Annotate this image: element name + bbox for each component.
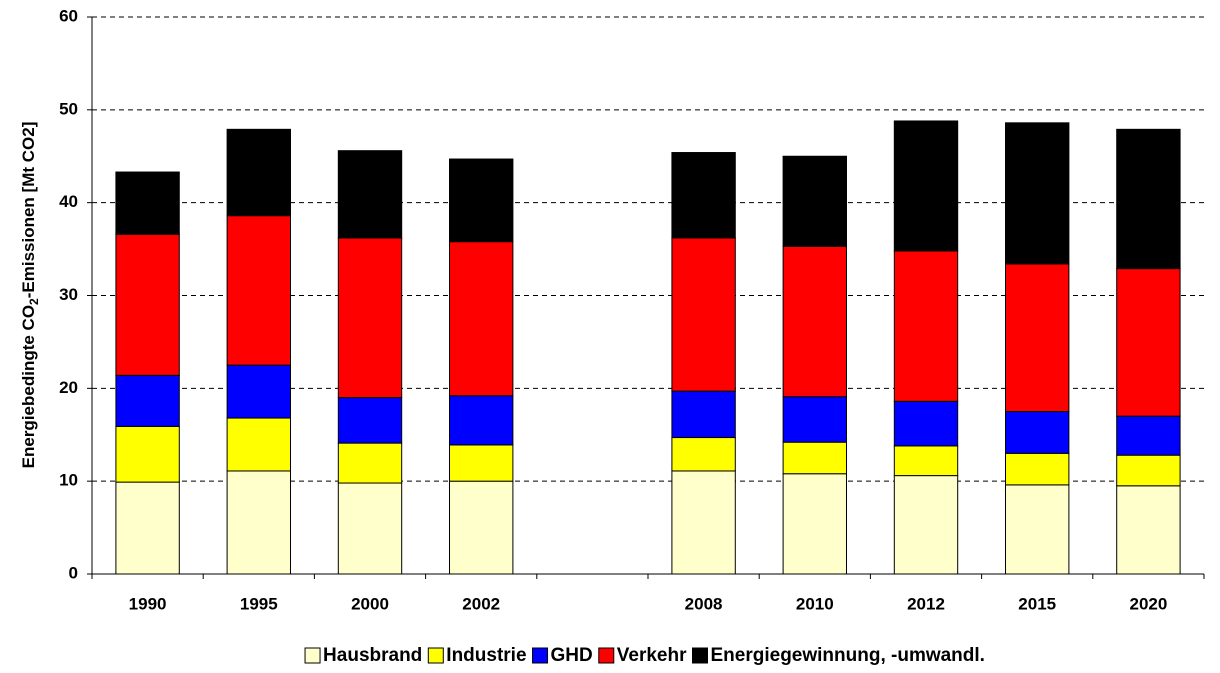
- bar-segment: [337, 150, 403, 239]
- bar-segment: [1116, 485, 1181, 575]
- bar-segment: [1116, 128, 1181, 270]
- bar-segment: [1005, 452, 1070, 486]
- bar-segment: [115, 481, 180, 575]
- bar-segment: [782, 473, 847, 575]
- legend-swatch: [692, 647, 708, 664]
- y-axis-label-part: Energiebedingte CO: [19, 305, 38, 468]
- bar-segment: [782, 396, 847, 443]
- bar-segment: [893, 120, 959, 252]
- x-tick-label: 2000: [351, 594, 389, 613]
- x-tick-label: 2020: [1129, 594, 1167, 613]
- legend: Hausbrand Industrie GHD Verkehr Energiegewin…: [304, 645, 985, 666]
- bar-segment: [337, 237, 403, 399]
- y-tick-label: 40: [59, 192, 78, 211]
- legend-swatch: [304, 647, 321, 664]
- bar-segment: [1005, 411, 1070, 454]
- bar-segment: [893, 445, 959, 477]
- bar-segment: [782, 245, 847, 398]
- y-axis-label-subscript: 2: [27, 298, 41, 305]
- bar-segment: [115, 425, 180, 483]
- legend-label: Industrie: [446, 645, 526, 666]
- bar-segment: [671, 470, 736, 575]
- bar-segment: [115, 374, 180, 427]
- y-tick-label: 60: [59, 6, 78, 25]
- bar-segment: [1005, 122, 1070, 265]
- bar-segment: [337, 397, 403, 444]
- legend-label: Verkehr: [617, 645, 687, 666]
- y-tick-label: 30: [59, 285, 78, 304]
- y-tick-label: 20: [59, 378, 78, 397]
- y-tick-label: 10: [59, 471, 78, 490]
- legend-swatch: [427, 647, 444, 664]
- bar-segment: [115, 171, 180, 235]
- bar-segment: [1116, 415, 1181, 456]
- bar-segment: [226, 364, 291, 419]
- legend-swatch: [598, 647, 615, 664]
- bar-segment: [449, 158, 514, 243]
- bar-segment: [893, 400, 959, 447]
- bar-segment: [671, 237, 736, 392]
- bar-segment: [671, 152, 736, 239]
- x-tick-label: 2008: [685, 594, 723, 613]
- x-tick-label: 2012: [907, 594, 945, 613]
- bar-segment: [893, 250, 959, 402]
- bar-segment: [449, 241, 514, 397]
- bar-segment: [782, 441, 847, 475]
- bar-segment: [337, 442, 403, 484]
- y-axis-label: Energiebedingte CO2-Emissionen [Mt CO2]: [19, 122, 41, 469]
- bar-segment: [782, 155, 847, 247]
- bar-segment: [671, 390, 736, 439]
- bar-segment: [449, 480, 514, 575]
- x-tick-label: 2010: [796, 594, 834, 613]
- bar-segment: [1116, 454, 1181, 487]
- bar-segment: [226, 128, 291, 217]
- bar-segment: [226, 215, 291, 366]
- bar-segment: [893, 475, 959, 575]
- bar-segment: [449, 395, 514, 446]
- y-tick-label: 0: [69, 563, 78, 582]
- bar-segment: [226, 470, 291, 575]
- bar-segment: [1005, 484, 1070, 575]
- bar-segment: [226, 417, 291, 472]
- legend-label: Hausbrand: [323, 645, 422, 666]
- x-tick-label: 2015: [1018, 594, 1056, 613]
- x-tick-label: 1990: [129, 594, 167, 613]
- y-axis-label-part: -Emissionen [Mt CO2]: [19, 122, 38, 299]
- bar-segment: [449, 444, 514, 482]
- legend-label: GHD: [551, 645, 593, 666]
- y-tick-label: 50: [59, 99, 78, 118]
- bar-segment: [1005, 263, 1070, 413]
- legend-label: Energiegewinnung, -umwandl.: [711, 645, 985, 666]
- legend-swatch: [532, 647, 549, 664]
- x-tick-label: 1995: [240, 594, 278, 613]
- x-tick-label: 2002: [462, 594, 500, 613]
- bar-segment: [1116, 268, 1181, 417]
- bar-segment: [115, 233, 180, 376]
- bar-segment: [337, 482, 403, 575]
- bar-segment: [671, 437, 736, 472]
